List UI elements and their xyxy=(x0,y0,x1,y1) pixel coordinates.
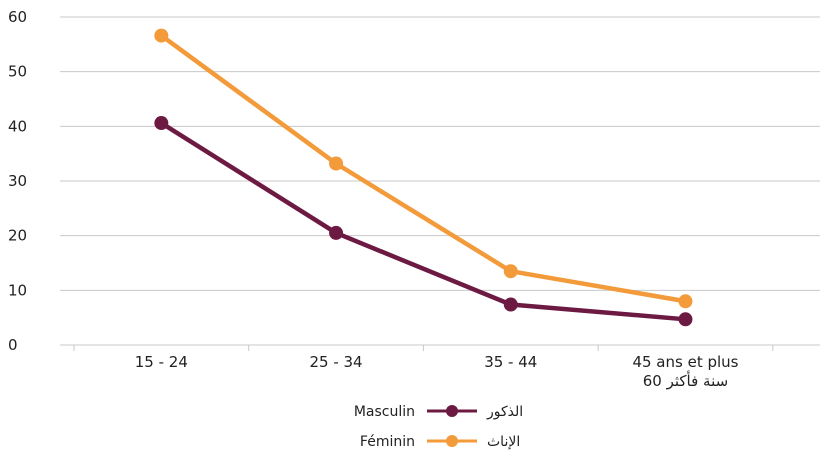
legend-label: Masculin xyxy=(354,404,415,420)
data-point xyxy=(329,156,344,171)
data-point xyxy=(678,312,693,327)
series-line xyxy=(159,33,688,304)
series-line xyxy=(159,120,688,322)
x-tick-label: 45 ans et plus xyxy=(632,353,738,371)
data-point xyxy=(154,28,169,43)
legend-item-féminin: Féminin الإناث xyxy=(360,434,520,450)
legend-label: Féminin xyxy=(360,434,415,450)
y-axis-ticks: 0 10 20 30 40 50 60 xyxy=(8,8,27,354)
series-lines xyxy=(154,28,693,327)
y-tick-label: 10 xyxy=(8,281,27,299)
x-tick-label: 25 - 34 xyxy=(309,353,362,371)
data-point xyxy=(154,116,169,131)
series-masculin xyxy=(154,116,693,327)
legend-label-ar: الإناث xyxy=(487,434,520,450)
y-tick-label: 50 xyxy=(8,63,27,81)
y-tick-label: 40 xyxy=(8,117,27,135)
y-tick-label: 60 xyxy=(8,8,27,26)
data-point xyxy=(503,297,518,312)
legend-marker xyxy=(446,435,458,447)
data-point xyxy=(678,294,693,309)
y-tick-label: 30 xyxy=(8,172,27,190)
y-tick-label: 0 xyxy=(8,336,18,354)
x-tick-label: 15 - 24 xyxy=(135,353,188,371)
x-tick-sublabel: 60 سنة فأكثر xyxy=(643,370,728,390)
data-point xyxy=(329,225,344,240)
data-point xyxy=(503,264,518,279)
gridlines xyxy=(60,16,820,346)
legend: Masculin الذكور Féminin الإناث xyxy=(354,404,523,450)
legend-label-ar: الذكور xyxy=(486,404,523,420)
legend-item-masculin: Masculin الذكور xyxy=(354,404,523,420)
y-tick-label: 20 xyxy=(8,227,27,245)
legend-marker xyxy=(446,405,458,417)
series-féminin xyxy=(154,28,693,309)
x-tick-label: 35 - 44 xyxy=(484,353,537,371)
